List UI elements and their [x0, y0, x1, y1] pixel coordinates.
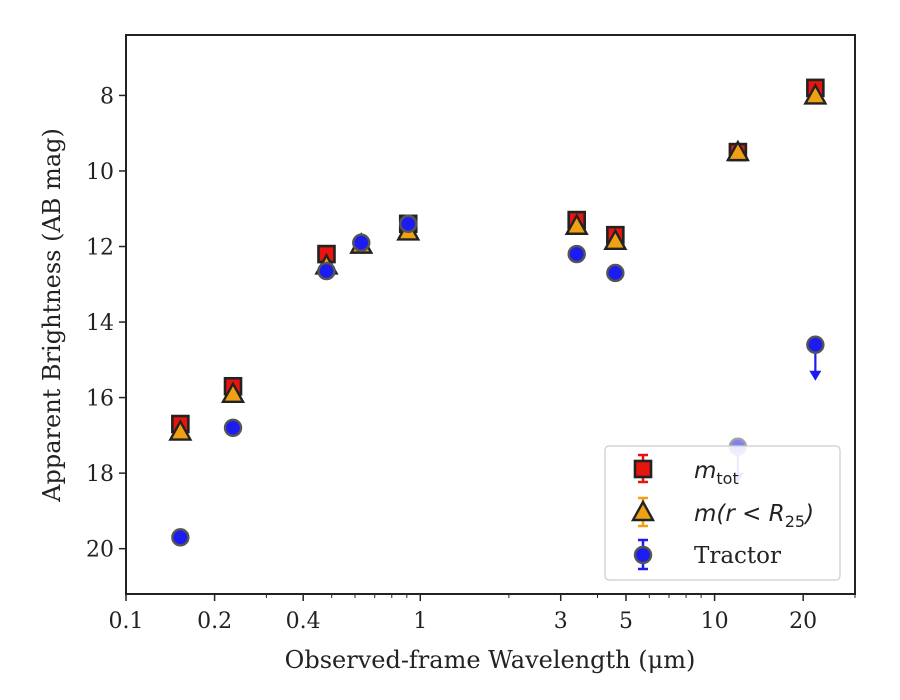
data-point-mr25: [168, 419, 193, 441]
y-tick-label: 16: [86, 387, 114, 412]
legend-frame: [604, 445, 841, 581]
x-axis-ticks: 0.1 0.2 0.4 1 3 5 10 20: [109, 594, 856, 634]
y-tick-label: 10: [86, 160, 114, 185]
legend-label-mtot: mtot: [694, 458, 739, 488]
x-tick-label: 0.1: [109, 609, 144, 634]
legend: mtot m(r < R25) Tractor: [604, 445, 841, 581]
x-tick-label: 10: [701, 609, 729, 634]
data-point-tractor-group: [806, 335, 825, 354]
data-point-mr25: [564, 213, 589, 235]
y-tick-label: 18: [86, 462, 114, 487]
y-tick-label: 14: [86, 311, 114, 336]
data-point-tractor-group: [317, 261, 336, 281]
x-tick-label: 0.4: [286, 609, 321, 634]
x-tick-label: 3: [554, 609, 568, 634]
x-tick-label: 0.2: [197, 609, 232, 634]
data-point-mr25: [220, 381, 246, 404]
y-axis-ticks: 8 10 12 14 16 18 20: [86, 84, 126, 563]
legend-label-tractor: Tractor: [694, 543, 781, 569]
data-point-mr25: [803, 82, 828, 105]
legend-marker-mr25: [630, 499, 656, 522]
data-point-mr25: [725, 139, 750, 162]
upper-limit-arrow: [809, 352, 822, 381]
data-point-tractor-group: [606, 263, 625, 283]
data-point-mr25: [603, 228, 628, 251]
y-tick-label: 8: [100, 84, 114, 109]
x-tick-label: 1: [413, 609, 427, 634]
plot-frame: [125, 34, 856, 595]
data-point-tractor-group: [171, 528, 190, 547]
x-tick-label: 20: [789, 609, 817, 634]
data-point-tractor-group: [223, 418, 243, 438]
y-tick-label: 12: [86, 236, 114, 261]
legend-label-mr25: m(r < R25): [694, 501, 814, 531]
x-axis-title: Observed-frame Wavelength (μm): [285, 646, 696, 674]
data-point-tractor-group: [567, 244, 586, 264]
legend-marker-tractor-group: [633, 545, 653, 565]
data-point-tractor-group: [352, 233, 371, 252]
legend-markers: [630, 453, 656, 571]
y-tick-label: 20: [86, 538, 114, 563]
plot-marks: [168, 78, 828, 547]
data-point-tractor-group: [399, 214, 418, 234]
x-tick-label: 5: [619, 609, 633, 634]
upper-limit-arrow-head: [809, 370, 822, 381]
y-axis-title: Apparent Brightness (AB mag): [38, 128, 66, 503]
